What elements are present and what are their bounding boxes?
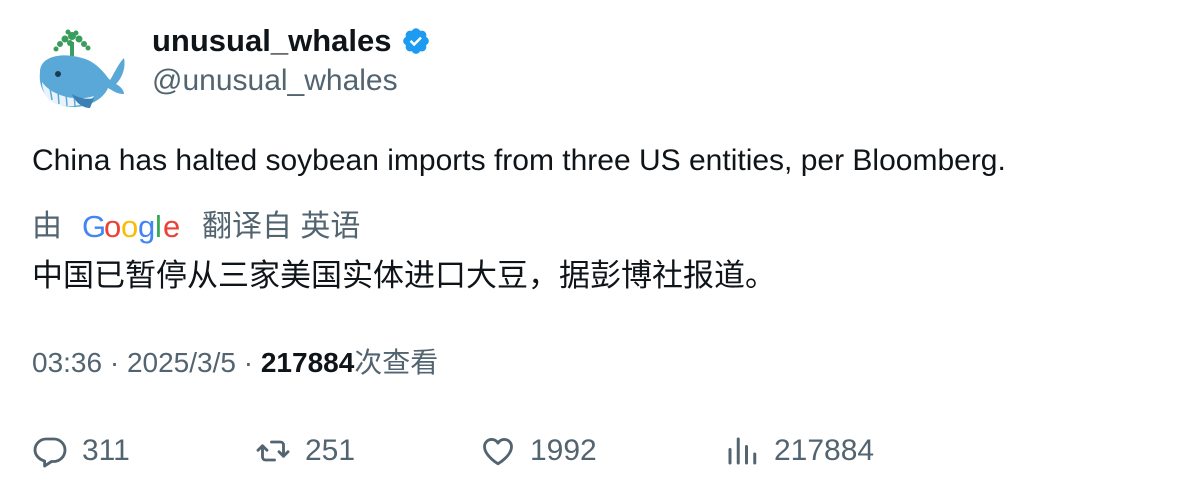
user-handle[interactable]: @unusual_whales <box>152 64 398 97</box>
avatar[interactable] <box>32 24 128 120</box>
action-bar: 311 251 1992 217884 <box>0 428 1196 476</box>
svg-text:g: g <box>138 209 155 244</box>
translation-prefix: 由 <box>32 210 62 243</box>
analytics-icon <box>728 437 757 465</box>
svg-text:o: o <box>104 209 121 244</box>
svg-text:l: l <box>155 209 162 244</box>
svg-text:G: G <box>82 209 106 244</box>
display-name[interactable]: unusual_whales <box>152 23 392 58</box>
retweet-button[interactable]: 251 <box>255 428 355 474</box>
svg-text:e: e <box>163 209 180 244</box>
heart-icon <box>483 438 513 466</box>
tweet-date[interactable]: 2025/3/5 <box>126 347 236 378</box>
views-label: 次查看 <box>354 347 439 378</box>
views-count: 217884 <box>774 434 875 467</box>
tweet-meta: 03:36 · 2025/3/5 · 217884次查看 <box>32 343 438 383</box>
whale-logo-icon <box>39 29 125 108</box>
translation-attribution: 由 G o o g l e 翻译自 英语 <box>32 206 360 248</box>
meta-separator: · <box>109 347 120 378</box>
like-count: 1992 <box>530 434 597 467</box>
view-count: 217884 <box>260 347 355 378</box>
reply-button[interactable]: 311 <box>32 428 130 474</box>
tweet-text: China has halted soybean imports from th… <box>32 144 1006 177</box>
translation-suffix: 翻译自 英语 <box>202 210 361 243</box>
tweet-time[interactable]: 03:36 <box>32 347 103 378</box>
retweet-count: 251 <box>305 434 356 467</box>
meta-separator: · <box>243 347 254 378</box>
reply-count: 311 <box>82 434 130 467</box>
translated-text: 中国已暂停从三家美国实体进口大豆，据彭博社报道。 <box>32 258 776 293</box>
verified-badge-icon <box>401 26 431 56</box>
like-button[interactable]: 1992 <box>480 428 597 474</box>
author-name-row: unusual_whales <box>152 20 431 62</box>
reply-icon <box>33 437 67 468</box>
svg-text:o: o <box>121 209 138 244</box>
retweet-icon <box>256 440 290 462</box>
google-logo-icon[interactable]: G o o g l e <box>82 208 182 246</box>
views-button[interactable]: 217884 <box>724 428 874 474</box>
